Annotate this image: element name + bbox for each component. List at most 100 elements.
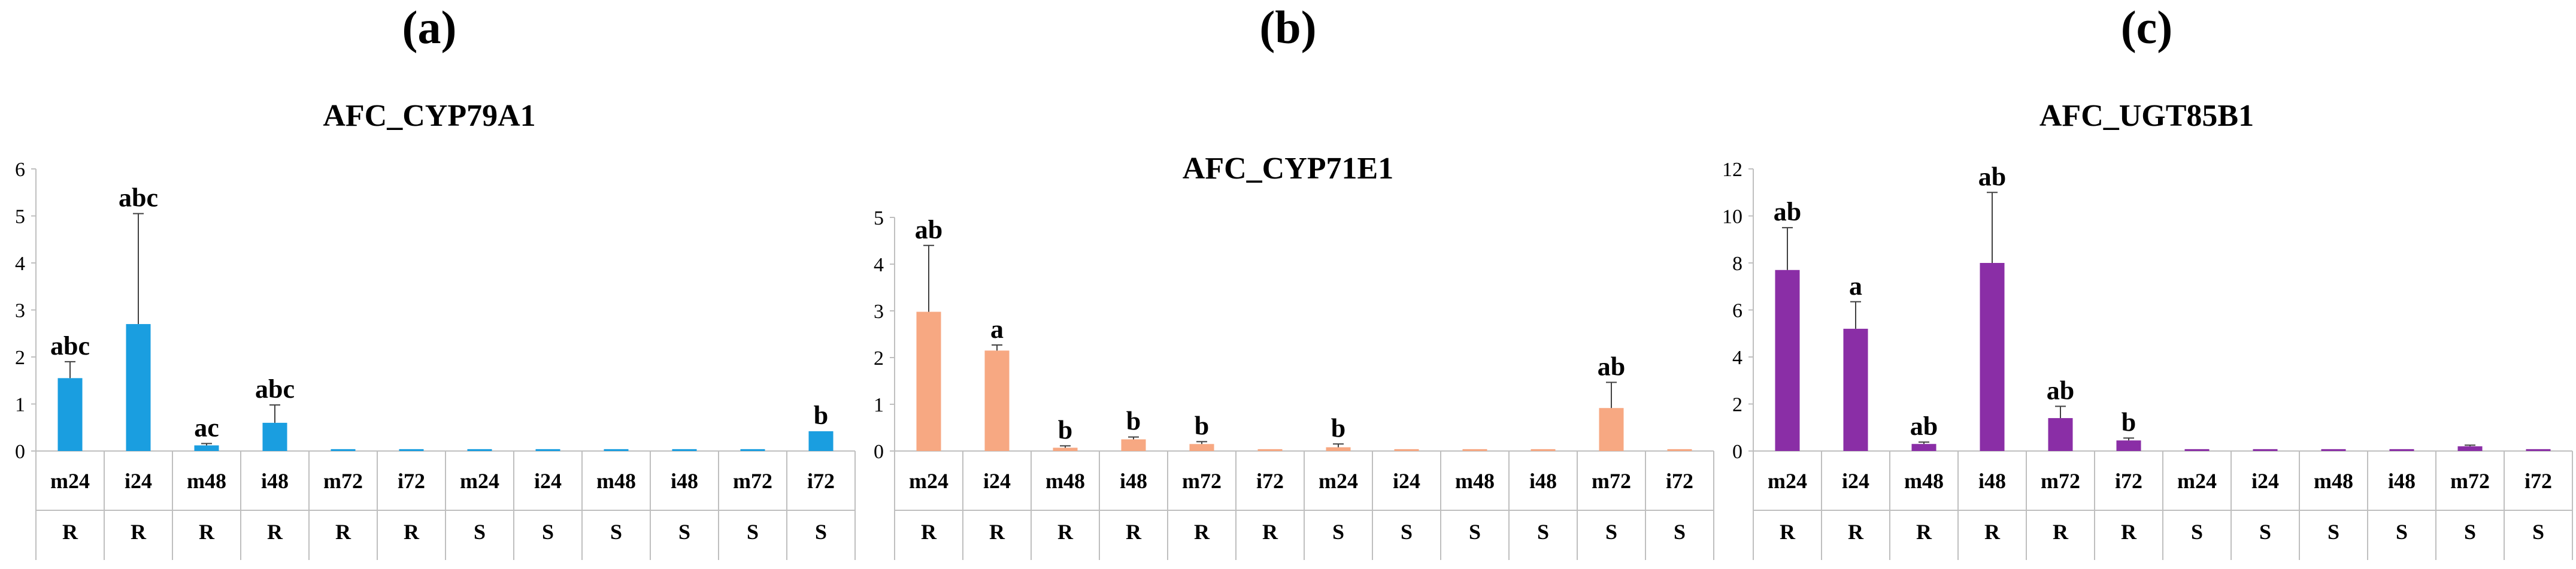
bar-i72-R	[1257, 449, 1283, 451]
x-tick-label: i48	[261, 469, 289, 493]
group-label: S	[1674, 520, 1686, 544]
group-label: R	[199, 520, 215, 544]
x-tick-label: i24	[534, 469, 562, 493]
x-tick-label: i72	[807, 469, 835, 493]
y-tick-label: 0	[874, 441, 884, 463]
bar-i48-R	[1121, 439, 1146, 451]
y-tick-label: 4	[1732, 347, 1742, 369]
chart-title: AFC_UGT85B1	[2039, 99, 2254, 133]
significance-label: a	[1849, 271, 1862, 301]
x-tick-label: m24	[1768, 469, 1807, 493]
significance-label: ab	[1774, 197, 1801, 226]
significance-label: abc	[255, 374, 295, 404]
y-tick-label: 4	[15, 253, 25, 275]
group-label: S	[678, 520, 690, 544]
bar-i48-S	[2389, 449, 2414, 451]
bar-m72-R	[1189, 444, 1214, 451]
group-label: R	[267, 520, 283, 544]
x-tick-label: m24	[2177, 469, 2217, 493]
significance-label: ab	[2047, 376, 2074, 405]
group-label: S	[1537, 520, 1549, 544]
x-tick-label: m72	[2450, 469, 2490, 493]
y-tick-label: 6	[1732, 300, 1742, 322]
bar-m48-R	[194, 445, 219, 451]
y-tick-label: 4	[874, 254, 884, 276]
group-label: S	[2396, 520, 2408, 544]
x-tick-label: i24	[1393, 469, 1420, 493]
x-tick-label: m48	[1904, 469, 1944, 493]
x-tick-label: m24	[909, 469, 948, 493]
group-label: R	[404, 520, 420, 544]
group-label: R	[335, 520, 351, 544]
significance-label: ab	[1598, 352, 1625, 381]
chart-title: AFC_CYP71E1	[1183, 152, 1393, 186]
group-label: R	[62, 520, 78, 544]
x-tick-label: m48	[187, 469, 226, 493]
bar-m72-R	[2048, 418, 2073, 451]
x-tick-label: i48	[1120, 469, 1147, 493]
bar-m24-S	[1326, 447, 1351, 451]
significance-label: b	[814, 401, 828, 430]
group-label: S	[1605, 520, 1617, 544]
group-label: R	[1057, 520, 1074, 544]
x-tick-label: i24	[1842, 469, 1869, 493]
chart-c: (c) AFC_UGT85B1 0 2 4 6 8 10 12 ab m24 Ra i24 Rab m48 R…	[1722, 1, 2573, 560]
x-tick-label: m48	[1455, 469, 1495, 493]
x-tick-label: i72	[1666, 469, 1693, 493]
significance-label: a	[990, 314, 1004, 344]
group-label: R	[1984, 520, 2001, 544]
bar-i24-S	[535, 449, 560, 451]
group-label: S	[2191, 520, 2203, 544]
bar-i72-R	[399, 449, 424, 451]
x-tick-label: m48	[1045, 469, 1085, 493]
x-tick-label: m24	[460, 469, 499, 493]
bar-i72-S	[1667, 449, 1692, 451]
bar-m72-R	[331, 449, 356, 451]
bar-i24-R	[126, 324, 151, 451]
x-tick-label: i48	[671, 469, 698, 493]
significance-label: b	[2122, 407, 2136, 437]
significance-label: ab	[915, 215, 942, 244]
y-tick-label: 12	[1722, 159, 1742, 181]
chart-title: AFC_CYP79A1	[323, 99, 535, 133]
x-tick-label: m72	[1182, 469, 1222, 493]
significance-label: b	[1331, 413, 1345, 443]
significance-label: ab	[1978, 162, 2006, 191]
group-label: S	[1332, 520, 1344, 544]
x-tick-label: i24	[983, 469, 1011, 493]
bar-m24-R	[57, 378, 83, 451]
bar-i24-S	[2253, 449, 2278, 451]
group-label: R	[131, 520, 147, 544]
significance-label: abc	[50, 331, 90, 361]
bar-i24-R	[984, 350, 1010, 451]
bar-i72-S	[808, 431, 834, 451]
significance-label: ac	[194, 413, 219, 442]
y-tick-label: 8	[1732, 253, 1742, 275]
y-tick-label: 6	[15, 159, 25, 181]
bar-i48-S	[1531, 449, 1556, 451]
significance-label: b	[1058, 415, 1072, 444]
y-tick-label: 2	[1732, 394, 1742, 416]
group-label: R	[1194, 520, 1210, 544]
panel-label: (c)	[2121, 1, 2173, 53]
panel-label: (b)	[1259, 1, 1316, 53]
group-label: S	[474, 520, 486, 544]
group-label: R	[1848, 520, 1864, 544]
chart-b: (b) AFC_CYP71E1 0 1 2 3 4 5 ab m24 Ra i24 Rb m48 Rb i48…	[874, 1, 1714, 560]
group-label: S	[542, 520, 554, 544]
bar-m24-S	[2184, 449, 2210, 451]
y-tick-label: 10	[1722, 206, 1742, 228]
x-tick-label: m48	[2314, 469, 2353, 493]
x-tick-label: m48	[596, 469, 636, 493]
group-label: S	[1401, 520, 1413, 544]
group-label: S	[1469, 520, 1481, 544]
x-tick-label: m72	[1592, 469, 1631, 493]
bar-m48-R	[1911, 444, 1936, 451]
y-tick-label: 0	[1732, 441, 1742, 463]
group-label: R	[2121, 520, 2137, 544]
y-tick-label: 3	[15, 300, 25, 322]
significance-label: ab	[1910, 411, 1938, 441]
bar-m24-R	[1775, 270, 1800, 451]
